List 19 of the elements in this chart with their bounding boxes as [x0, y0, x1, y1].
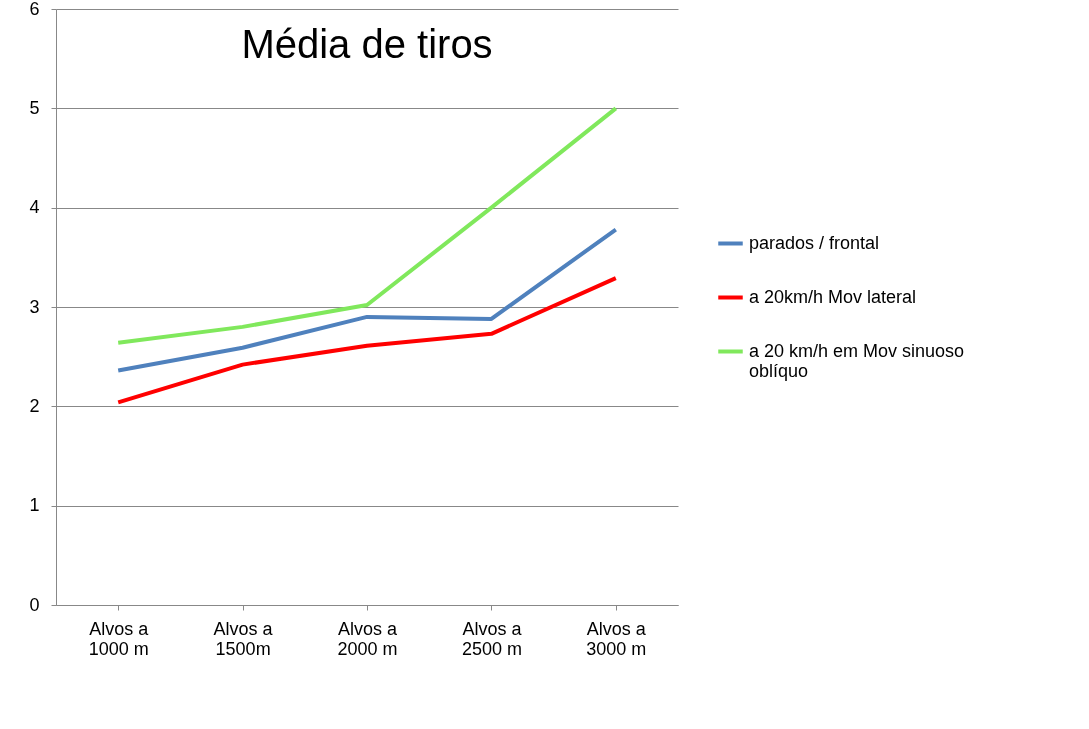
y-tick-label: 3 — [29, 296, 40, 317]
chart-title: Média de tiros — [241, 22, 493, 66]
y-tick-label: 2 — [29, 395, 40, 416]
x-tick-label: Alvos a 2500 m — [461, 618, 523, 659]
line-series — [116, 227, 618, 373]
y-tick-label: 6 — [29, 0, 40, 19]
legend-label: parados / frontal — [749, 232, 880, 253]
x-tick-label: Alvos a 2000 m — [337, 618, 398, 659]
legend-label: a 20 km/h em Mov sinuoso oblíquo — [749, 340, 965, 381]
x-tick-label: Alvos a 3000 m — [586, 618, 647, 659]
line-series — [116, 106, 618, 345]
legend-label: a 20km/h Mov lateral — [749, 286, 917, 307]
y-tick-label: 1 — [29, 495, 40, 516]
y-tick-label: 0 — [29, 594, 40, 615]
y-tick-label: 5 — [29, 97, 40, 118]
x-tick-label: Alvos a 1500m — [213, 618, 274, 659]
line-series — [116, 276, 618, 405]
x-tick-label: Alvos a 1000 m — [88, 618, 150, 659]
y-tick-label: 4 — [29, 197, 40, 218]
